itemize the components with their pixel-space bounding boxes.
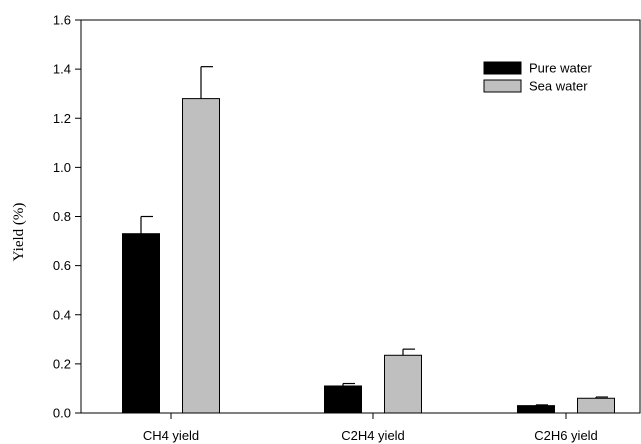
x-tick-label: C2H6 yield xyxy=(534,428,598,443)
plot-area: 0.0 0.2 0.4 0.6 0.8 1.0 1.2 1.4 1.6 CH4 yield C2H4… xyxy=(53,13,641,443)
y-tick-label: 0.2 xyxy=(53,356,71,371)
bar xyxy=(324,385,362,414)
x-tick-label: C2H4 yield xyxy=(341,428,405,443)
legend-swatch xyxy=(483,79,522,93)
y-tick-label: 1.2 xyxy=(53,111,71,126)
legend: Pure water Sea water xyxy=(483,61,593,94)
bar xyxy=(517,405,555,414)
legend-label: Sea water xyxy=(529,79,588,94)
x-tick-label: CH4 yield xyxy=(143,428,199,443)
bar xyxy=(182,98,220,414)
y-tick-label: 1.4 xyxy=(53,62,71,77)
bar xyxy=(122,233,160,414)
y-tick-label: 0.4 xyxy=(53,307,71,322)
legend-label: Pure water xyxy=(529,61,593,76)
y-tick-label: 1.0 xyxy=(53,160,71,175)
bar xyxy=(577,397,615,414)
y-axis-label: Yield (%) xyxy=(11,203,27,262)
y-tick-label: 0.0 xyxy=(53,406,71,421)
bar xyxy=(384,354,422,414)
y-tick-label: 0.6 xyxy=(53,258,71,273)
y-tick-label: 0.8 xyxy=(53,209,71,224)
y-tick-label: 1.6 xyxy=(53,13,71,28)
legend-swatch xyxy=(483,61,522,75)
